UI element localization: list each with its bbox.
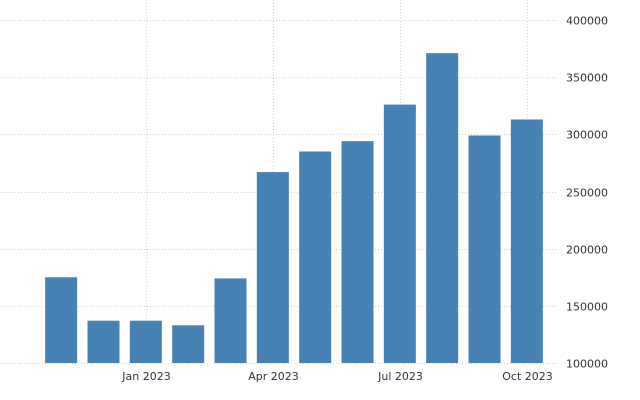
- bar[interactable]: [426, 53, 459, 363]
- bar[interactable]: [214, 278, 247, 363]
- x-axis-tick-labels: Jan 2023 Apr 2023 Jul 2023 Oct 2023: [121, 370, 552, 383]
- bar[interactable]: [510, 119, 543, 363]
- bar[interactable]: [341, 141, 374, 363]
- bar[interactable]: [45, 277, 78, 363]
- bar[interactable]: [383, 104, 416, 364]
- y-tick-label: 400000: [566, 15, 608, 28]
- x-tick-label: Jul 2023: [377, 370, 423, 383]
- bar[interactable]: [129, 320, 162, 363]
- grid-lines: [0, 0, 558, 364]
- y-tick-label: 100000: [566, 358, 608, 371]
- x-tick-label: Apr 2023: [248, 370, 299, 383]
- bar[interactable]: [299, 151, 332, 363]
- bar-series: [45, 53, 543, 364]
- bar[interactable]: [172, 325, 205, 363]
- y-tick-label: 250000: [566, 187, 608, 200]
- bar[interactable]: [87, 320, 120, 363]
- y-tick-label: 200000: [566, 244, 608, 257]
- bar[interactable]: [256, 172, 289, 363]
- bar[interactable]: [468, 135, 501, 363]
- y-tick-label: 300000: [566, 129, 608, 142]
- x-tick-label: Jan 2023: [121, 370, 170, 383]
- y-tick-label: 350000: [566, 72, 608, 85]
- y-tick-label: 150000: [566, 301, 608, 314]
- y-axis-tick-labels: 100000 150000 200000 250000 300000 350000 4000…: [566, 15, 608, 371]
- x-tick-label: Oct 2023: [502, 370, 553, 383]
